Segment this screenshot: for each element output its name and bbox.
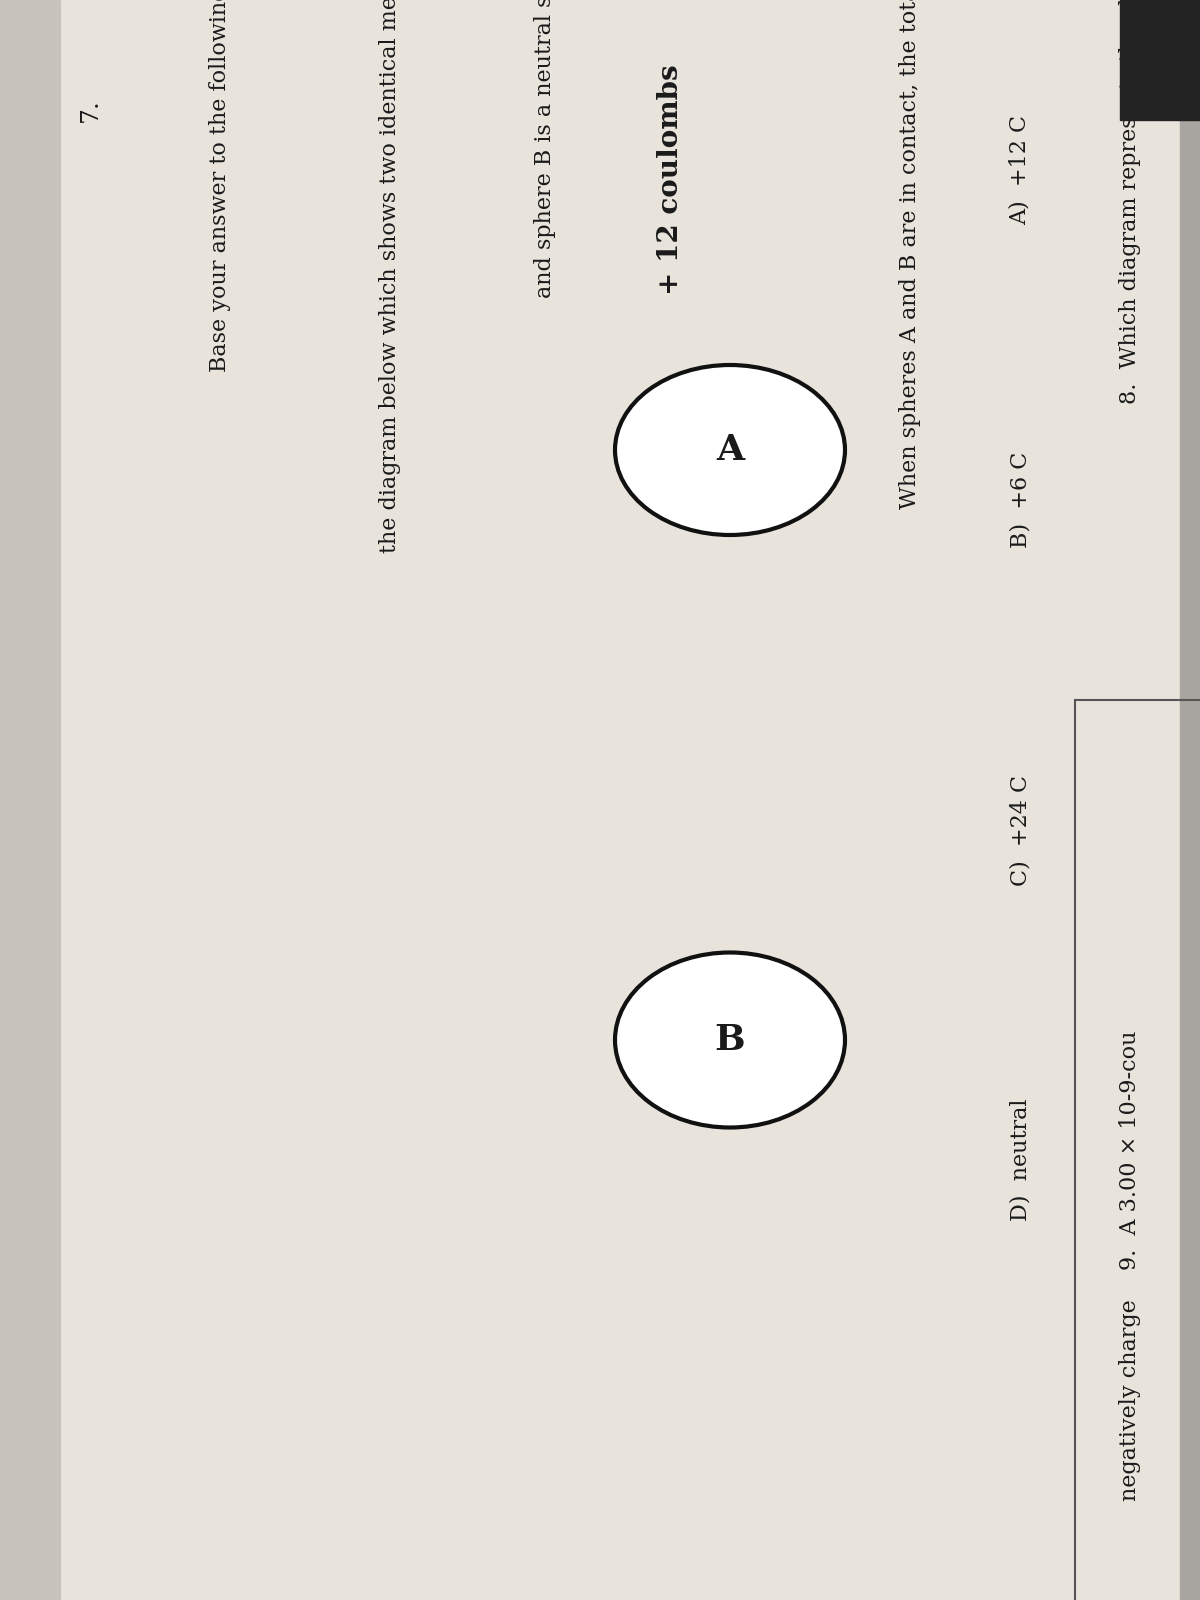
Bar <box>0 0 60 1600</box>
Text: B)  +6 C: B) +6 C <box>1009 451 1031 549</box>
Text: 7.: 7. <box>78 98 102 122</box>
Text: A)  +12 C: A) +12 C <box>1009 115 1031 226</box>
Text: C)  +24 C: C) +24 C <box>1009 774 1031 885</box>
Text: A: A <box>716 434 744 467</box>
Text: the diagram below which shows two identical metal spheres. Sphere A has a c: the diagram below which shows two identi… <box>379 0 401 552</box>
Text: B: B <box>715 1022 745 1058</box>
Ellipse shape <box>616 952 845 1128</box>
Ellipse shape <box>616 365 845 534</box>
Text: 8.  Which diagram represents the electric field lines: 8. Which diagram represents the electric… <box>1120 0 1141 403</box>
Text: Base your answer to the following question on: Base your answer to the following questi… <box>209 0 232 373</box>
Text: + 12 coulombs: + 12 coulombs <box>656 64 684 296</box>
Text: negatively charge: negatively charge <box>1120 1299 1141 1501</box>
Bar <box>1120 0 1200 120</box>
Text: D)  neutral: D) neutral <box>1009 1099 1031 1221</box>
Text: 9.  A 3.00 × 10-9-cou: 9. A 3.00 × 10-9-cou <box>1120 1030 1141 1270</box>
Bar <box>1180 0 1200 1600</box>
Text: When spheres A and B are in contact, the total charge of the system is: When spheres A and B are in contact, the… <box>899 0 922 509</box>
Text: and sphere B is a neutral sphere.: and sphere B is a neutral sphere. <box>534 0 556 298</box>
